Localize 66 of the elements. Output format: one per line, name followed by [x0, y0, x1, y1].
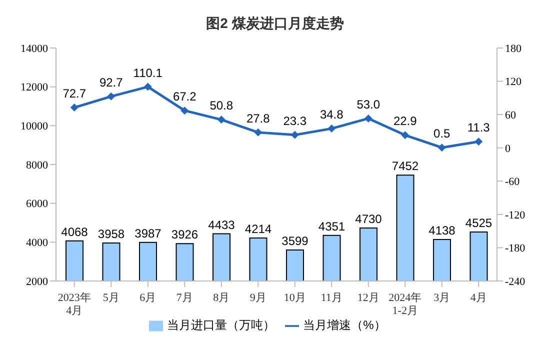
y2-tick-label: -60 — [505, 176, 520, 188]
x-tick-label: 4月 — [470, 292, 487, 304]
point — [70, 104, 78, 112]
point — [328, 124, 336, 133]
data-label: 3599 — [282, 234, 309, 248]
y-tick-label: 14000 — [20, 42, 48, 55]
x-tick-label: 3月 — [434, 292, 450, 304]
data-label: 4351 — [318, 219, 346, 234]
data-label: 4214 — [244, 222, 272, 236]
data-label: 34.8 — [320, 108, 344, 122]
data-label: 4433 — [208, 218, 236, 232]
data-label: 110.1 — [133, 66, 163, 80]
point — [254, 128, 262, 136]
x-tick-label: 7月 — [176, 292, 193, 304]
y-tick-label: 10000 — [20, 120, 48, 133]
data-label: 7452 — [392, 159, 419, 174]
y2-tick-label: -180 — [505, 242, 526, 255]
x-tick-label: 11月 — [320, 292, 342, 304]
point — [401, 131, 410, 140]
y-tick-label: 4000 — [26, 237, 48, 250]
point — [438, 144, 446, 152]
x-tick-label: 6月 — [140, 292, 156, 304]
data-label: 3987 — [134, 226, 162, 240]
chart-title: 图2 煤炭进口月度走势 — [205, 14, 345, 33]
y2-tick-label: -120 — [505, 209, 526, 222]
data-label: 92.7 — [99, 75, 124, 90]
point — [180, 106, 189, 115]
point — [217, 116, 226, 124]
point — [107, 92, 116, 100]
y-tick-label: 12000 — [20, 82, 48, 94]
y2-tick-label: 120 — [505, 76, 522, 88]
x-tick-label: 2024年 1-2月 — [388, 292, 422, 317]
x-tick-label: 12月 — [357, 292, 380, 304]
x-tick-label: 9月 — [250, 292, 266, 304]
data-label: 11.3 — [467, 120, 490, 135]
y2-tick-label: 0 — [505, 142, 511, 155]
data-label: 4068 — [61, 224, 88, 239]
legend-label: 当月进口量（万吨） — [167, 318, 276, 332]
data-label: 4138 — [428, 223, 456, 238]
y-tick-label: 6000 — [26, 198, 48, 210]
data-label: 3958 — [98, 226, 125, 241]
data-label: 50.8 — [210, 98, 234, 113]
x-tick-label: 8月 — [213, 292, 230, 304]
y2-tick-label: -240 — [505, 276, 526, 288]
x-tick-label: 2023年 4月 — [58, 292, 91, 317]
x-tick-label: 5月 — [102, 292, 120, 304]
data-label: 22.9 — [393, 114, 418, 128]
point — [474, 138, 483, 146]
point — [290, 130, 299, 139]
data-label: 23.3 — [283, 114, 307, 128]
data-label: 67.2 — [172, 90, 197, 104]
data-label: 0.5 — [434, 126, 451, 141]
y2-tick-label: 180 — [505, 42, 522, 55]
data-label: 4730 — [355, 212, 382, 226]
data-label: 3926 — [171, 228, 198, 242]
data-label: 72.7 — [62, 86, 86, 101]
data-label: 4525 — [465, 216, 492, 230]
y-tick-label: 2000 — [26, 276, 48, 288]
legend-label: 当月增速（%） — [303, 318, 386, 332]
point — [364, 114, 372, 122]
y2-tick-label: 60 — [505, 109, 516, 122]
x-tick-label: 10月 — [284, 292, 306, 304]
data-label: 27.8 — [246, 111, 270, 126]
y-tick-label: 8000 — [26, 159, 48, 172]
data-label: 53.0 — [356, 97, 380, 112]
point — [144, 82, 152, 91]
